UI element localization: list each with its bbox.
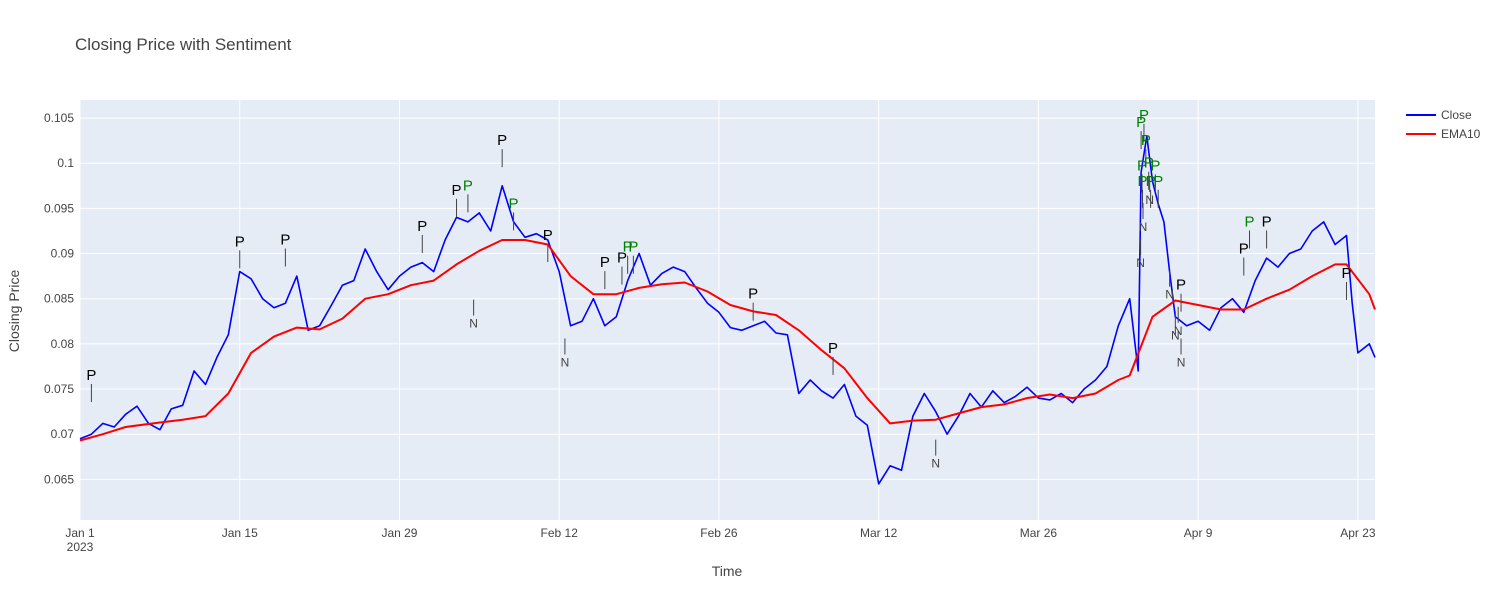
x-tick-label: Feb 26	[700, 526, 738, 540]
annotation-positive: P	[1137, 157, 1147, 174]
y-axis-title: Closing Price	[6, 270, 22, 353]
x-tick-label: Jan 15	[222, 526, 258, 540]
annotation-positive: P	[543, 227, 553, 244]
annotation-positive: P	[1176, 277, 1186, 294]
annotation-positive: P	[86, 367, 96, 384]
annotation-positive: P	[1146, 173, 1156, 190]
annotation-positive: P	[1341, 265, 1351, 282]
annotation-positive: P	[417, 218, 427, 235]
annotation-positive: P	[463, 177, 473, 194]
annotation-negative: N	[1174, 324, 1183, 338]
grid	[79, 100, 1375, 520]
annotation-negative: N	[1145, 193, 1154, 207]
legend-label-ema10: EMA10	[1441, 127, 1481, 141]
x-tick-label: Mar 12	[860, 526, 898, 540]
annotation-negative: N	[1171, 328, 1180, 342]
annotation-positive: P	[235, 233, 245, 250]
x-tick-label: Apr 9	[1184, 526, 1213, 540]
annotation-positive: P	[1153, 173, 1163, 190]
annotation-positive: P	[1139, 107, 1149, 124]
annotation-positive: P	[1262, 213, 1272, 230]
x-tick-label: Jan 1	[65, 526, 95, 540]
annotation-negative: N	[1177, 355, 1186, 369]
x-tick-label: Jan 29	[381, 526, 417, 540]
y-tick-label: 0.09	[51, 247, 75, 261]
legend-label-close: Close	[1441, 108, 1472, 122]
annotation-positive: P	[1239, 241, 1249, 258]
x-tick-label: Feb 12	[541, 526, 579, 540]
annotation-negative: N	[1165, 288, 1174, 302]
legend-item-close[interactable]: Close	[1406, 108, 1472, 122]
annotation-positive: P	[1144, 155, 1154, 172]
annotation-positive: P	[497, 132, 507, 149]
annotation-positive: P	[452, 182, 462, 199]
annotation-negative: N	[1136, 256, 1145, 270]
x-axis-title: Time	[712, 563, 743, 579]
y-tick-label: 0.105	[44, 111, 74, 125]
annotation-negative: N	[931, 457, 940, 471]
y-tick-label: 0.08	[51, 337, 75, 351]
series-line-close	[79, 135, 1376, 485]
annotation-positive: P	[509, 195, 519, 212]
x-tick-label: Mar 26	[1020, 526, 1058, 540]
chart-title: Closing Price with Sentiment	[75, 35, 292, 54]
annotation-positive: P	[1150, 157, 1160, 174]
legend[interactable]: Close EMA10	[1406, 108, 1481, 141]
annotation-positive: P	[748, 286, 758, 303]
y-tick-label: 0.085	[44, 292, 74, 306]
y-tick-label: 0.07	[51, 427, 75, 441]
annotation-negative: N	[561, 355, 570, 369]
y-tick-label: 0.075	[44, 382, 74, 396]
annotation-negative: N	[1139, 220, 1148, 234]
plot-area	[80, 100, 1375, 520]
annotation-positive: P	[617, 250, 627, 267]
y-axis-ticks: 0.065 0.07 0.075 0.08 0.085 0.09 0.095 0.1 0.105	[44, 111, 74, 486]
annotation-positive: P	[628, 239, 638, 256]
annotation-positive: P	[1136, 114, 1146, 131]
x-tick-label: Apr 23	[1340, 526, 1376, 540]
legend-item-ema10[interactable]: EMA10	[1406, 127, 1481, 141]
y-tick-label: 0.065	[44, 472, 74, 486]
annotation-positive: P	[1244, 213, 1254, 230]
annotation-negative: N	[469, 317, 478, 331]
annotation-positive: P	[623, 239, 633, 256]
annotation-positive: P	[280, 232, 290, 249]
y-tick-label: 0.095	[44, 201, 74, 215]
x-tick-sublabel: 2023	[67, 540, 94, 554]
y-tick-label: 0.1	[57, 156, 74, 170]
annotation-positive: P	[600, 254, 610, 271]
annotation-positive: P	[828, 340, 838, 357]
annotation-positive: P	[1138, 173, 1148, 190]
annotation-positive: P	[1141, 132, 1151, 149]
